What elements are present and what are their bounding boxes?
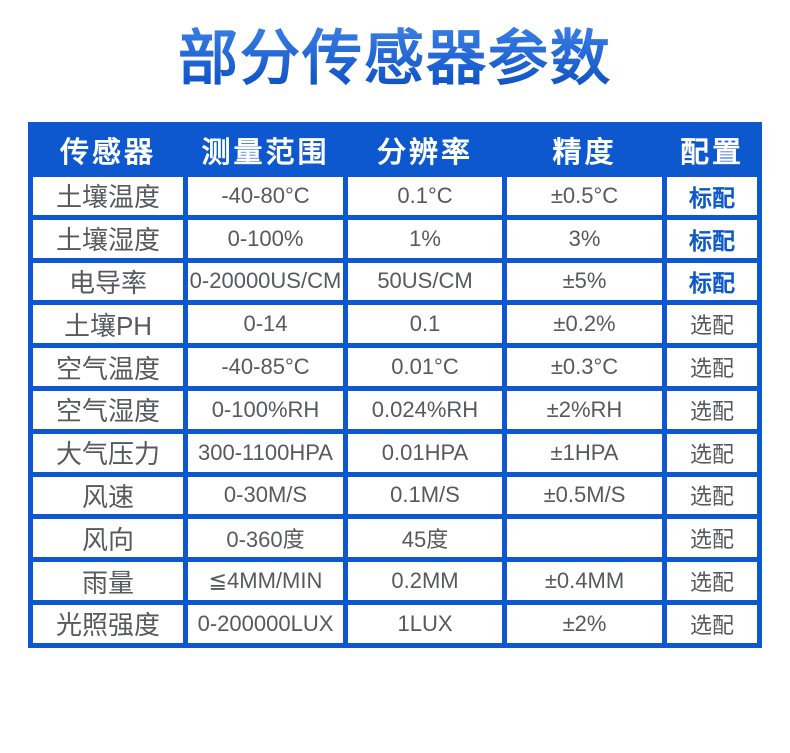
config-value: 选配 (667, 604, 757, 643)
config-value: 标配 (667, 219, 757, 258)
accuracy-value: ±5% (507, 262, 662, 301)
range-value: 0-100%RH (188, 390, 343, 429)
config-value: 选配 (667, 348, 757, 386)
accuracy-value: ±2%RH (507, 390, 662, 429)
range-value: 300-1100HPA (188, 433, 343, 472)
resolution-value: 1% (348, 219, 502, 258)
config-value: 选配 (667, 562, 757, 600)
config-value: 标配 (667, 262, 757, 301)
sensor-spec-table: 传感器 测量范围 分辨率 精度 配置 土壤温度 -40-80°C 0.1°C ±0.5°C 标配土… (28, 122, 762, 648)
range-value: 0-14 (188, 305, 343, 344)
sensor-name: 雨量 (33, 562, 183, 600)
range-value: -40-80°C (188, 177, 343, 215)
resolution-value: 0.01°C (348, 348, 502, 386)
range-value: 0-100% (188, 219, 343, 258)
accuracy-value: ±0.2% (507, 305, 662, 344)
sensor-name: 土壤湿度 (33, 219, 183, 258)
accuracy-value: ±1HPA (507, 433, 662, 472)
accuracy-value: ±0.5°C (507, 177, 662, 215)
sensor-name: 空气湿度 (33, 390, 183, 429)
column-header-accuracy: 精度 (552, 136, 617, 169)
range-value: -40-85°C (188, 348, 343, 386)
column-header-config: 配置 (679, 136, 744, 169)
sensor-name: 风速 (33, 476, 183, 515)
config-value: 选配 (667, 476, 757, 515)
column-header-range: 测量范围 (201, 136, 330, 169)
resolution-value: 0.024%RH (348, 390, 502, 429)
resolution-value: 0.01HPA (348, 433, 502, 472)
config-value: 标配 (667, 177, 757, 215)
config-value: 选配 (667, 433, 757, 472)
resolution-value: 1LUX (348, 604, 502, 643)
resolution-value: 0.2MM (348, 562, 502, 600)
accuracy-value: ±2% (507, 604, 662, 643)
sensor-name: 土壤温度 (33, 177, 183, 215)
range-value: 0-20000US/CM (188, 262, 343, 301)
accuracy-value: ±0.5M/S (507, 476, 662, 515)
range-value: 0-200000LUX (188, 604, 343, 643)
sensor-name: 光照强度 (33, 604, 183, 643)
accuracy-value: ±0.4MM (507, 562, 662, 600)
accuracy-value: 3% (507, 219, 662, 258)
range-value: 0-360度 (188, 519, 343, 558)
resolution-value: 0.1 (348, 305, 502, 344)
accuracy-value: ±0.3°C (507, 348, 662, 386)
sensor-name: 风向 (33, 519, 183, 558)
resolution-value: 0.1M/S (348, 476, 502, 515)
resolution-value: 50US/CM (348, 262, 502, 301)
sensor-name: 电导率 (33, 262, 183, 301)
column-header-resolution: 分辨率 (376, 136, 473, 169)
range-value: ≦4MM/MIN (188, 562, 343, 600)
sensor-name: 大气压力 (33, 433, 183, 472)
config-value: 选配 (667, 305, 757, 344)
config-value: 选配 (667, 390, 757, 429)
sensor-name: 空气温度 (33, 348, 183, 386)
resolution-value: 45度 (348, 519, 502, 558)
resolution-value: 0.1°C (348, 177, 502, 215)
range-value: 0-30M/S (188, 476, 343, 515)
column-header-sensor: 传感器 (59, 136, 156, 169)
page-title: 部分传感器参数 (0, 24, 790, 93)
sensor-name: 土壤PH (33, 305, 183, 344)
config-value: 选配 (667, 519, 757, 558)
accuracy-value (507, 519, 662, 558)
